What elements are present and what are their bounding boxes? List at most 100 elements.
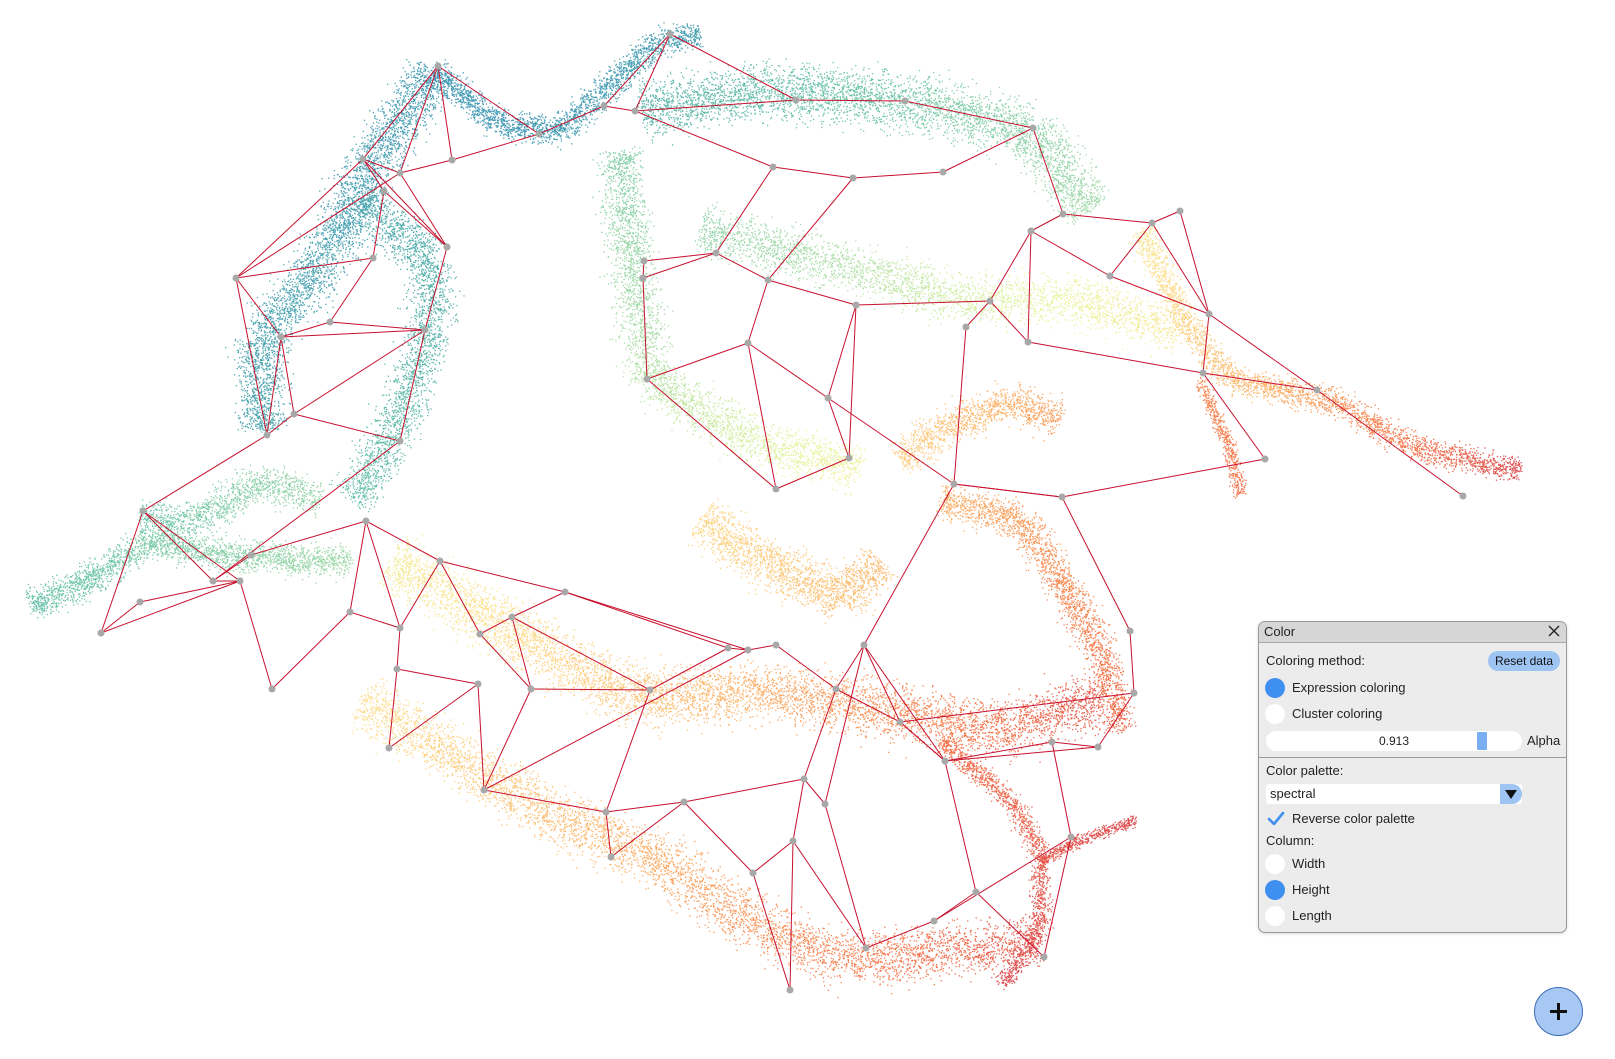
cloud-point (408, 104, 410, 106)
cloud-point (303, 279, 305, 281)
cloud-point (402, 159, 405, 162)
cloud-point (281, 332, 283, 334)
cloud-point (328, 274, 330, 276)
cloud-point (257, 379, 259, 381)
cloud-point (418, 91, 420, 93)
cloud-point (374, 157, 376, 159)
cloud-point (620, 76, 623, 78)
cloud-point (537, 143, 539, 145)
cloud-point (357, 222, 359, 225)
cloud-point (391, 128, 394, 130)
cloud-point (250, 345, 252, 347)
cloud-point (440, 106, 443, 109)
cloud-point (307, 257, 309, 259)
cloud-point (332, 229, 335, 231)
cloud-point (321, 178, 323, 180)
cloud-point (307, 262, 310, 265)
cloud-point (648, 45, 650, 47)
cloud-point (353, 193, 355, 196)
cloud-point (249, 343, 252, 345)
cloud-point (250, 403, 252, 405)
cloud-point (335, 258, 337, 261)
cloud-point (319, 289, 322, 291)
cloud-point (249, 374, 251, 376)
cloud-point (267, 390, 269, 392)
cloud-point (312, 267, 315, 269)
cloud-point (350, 182, 353, 184)
cloud-point (318, 297, 321, 300)
cloud-point (320, 307, 322, 309)
cloud-point (388, 118, 390, 121)
cloud-point (351, 208, 353, 211)
cloud-point (346, 222, 348, 224)
cloud-point (264, 404, 266, 406)
cloud-point (256, 349, 258, 352)
cloud-point (347, 184, 349, 186)
cloud-point (633, 58, 635, 60)
cloud-point (269, 343, 271, 345)
cloud-point (434, 71, 436, 73)
cloud-point (414, 102, 417, 104)
cloud-point (271, 325, 273, 327)
cloud-point (246, 415, 248, 418)
cloud-point (352, 242, 354, 244)
cloud-point (412, 107, 414, 109)
cloud-point (403, 117, 406, 119)
cloud-point (639, 44, 642, 46)
cloud-point (319, 284, 321, 286)
cloud-point (242, 348, 244, 350)
cloud-point (417, 108, 419, 110)
cloud-point (318, 272, 320, 274)
cloud-point (250, 327, 253, 330)
cloud-point (277, 424, 279, 426)
cloud-point (340, 224, 343, 226)
cloud-point (301, 291, 303, 293)
cloud-point (293, 310, 295, 312)
cloud-point (328, 246, 331, 249)
cloud-point (349, 263, 351, 265)
cloud-point (423, 83, 425, 85)
cloud-point (417, 105, 419, 107)
cloud-point (423, 70, 425, 72)
cloud-point (374, 155, 377, 157)
cloud-point (390, 120, 392, 122)
cloud-point (682, 34, 684, 37)
cloud-point (401, 102, 404, 104)
cloud-point (355, 234, 357, 236)
cloud-point (468, 93, 470, 96)
cloud-point (575, 112, 578, 114)
cloud-point (325, 209, 327, 211)
cloud-point (353, 136, 355, 138)
cloud-point (343, 222, 345, 224)
cloud-point (627, 87, 630, 90)
cloud-point (428, 114, 431, 116)
cloud-point (579, 104, 581, 106)
cloud-point (278, 320, 280, 323)
cloud-point (372, 162, 375, 165)
cloud-point (589, 114, 591, 116)
cloud-point (339, 238, 341, 240)
cloud-point (262, 413, 265, 415)
cloud-point (255, 343, 258, 345)
cloud-point (247, 410, 249, 412)
cloud-point (266, 407, 268, 409)
cloud-point (264, 319, 266, 321)
cloud-point (248, 360, 250, 363)
cloud-point (260, 362, 262, 364)
cloud-point (296, 310, 299, 313)
cloud-point (302, 261, 304, 263)
cloud-point (323, 208, 325, 210)
cloud-point (258, 365, 261, 367)
cloud-point (472, 81, 474, 83)
cloud-point (690, 24, 692, 27)
cloud-point (417, 81, 419, 83)
cloud-point (361, 142, 363, 145)
cloud-point (368, 175, 371, 177)
cloud-point (248, 347, 250, 349)
cloud-point (268, 421, 271, 424)
cloud-point (247, 427, 250, 429)
cloud-point (576, 115, 579, 117)
cloud-point (642, 65, 644, 67)
